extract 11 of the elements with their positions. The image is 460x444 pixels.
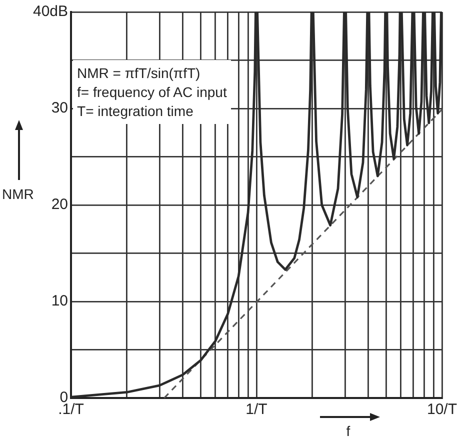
y-tick-label: 10 bbox=[51, 292, 68, 310]
x-tick-label: 10/T bbox=[426, 401, 457, 418]
x-axis-title: f bbox=[346, 423, 350, 439]
y-axis-title: NMR bbox=[2, 186, 34, 202]
y-tick-label: 40dB bbox=[32, 3, 68, 20]
y-tick-label: 20 bbox=[51, 196, 68, 214]
annotation: NMR = πfT/sin(πfT) bbox=[77, 65, 202, 82]
y-tick-label: 30 bbox=[51, 100, 68, 117]
annotation: f= frequency of AC input bbox=[77, 84, 227, 100]
x-tick-label: 1/T bbox=[246, 401, 268, 418]
annotation: T= integration time bbox=[77, 103, 194, 120]
